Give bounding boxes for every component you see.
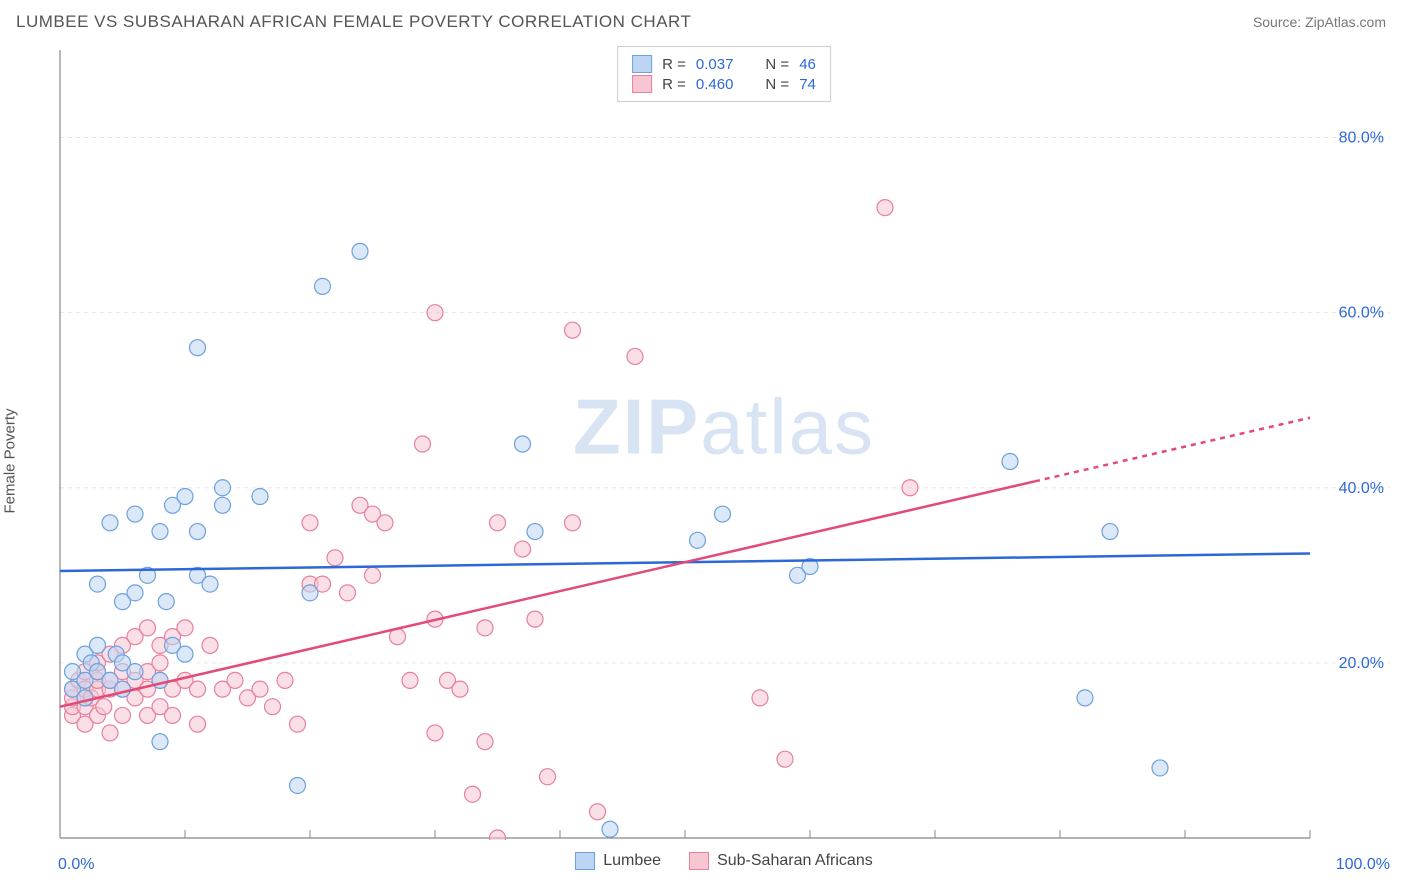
legend-item-lumbee: Lumbee	[575, 852, 661, 870]
svg-text:40.0%: 40.0%	[1339, 480, 1384, 497]
legend-series: Lumbee Sub-Saharan Africans	[58, 846, 1390, 876]
chart-title: LUMBEE VS SUBSAHARAN AFRICAN FEMALE POVE…	[16, 12, 691, 32]
y-axis-label: Female Poverty	[2, 408, 19, 513]
n-label: N =	[765, 56, 789, 73]
swatch-lumbee-icon	[575, 852, 595, 870]
legend-stats-row-lumbee: R = 0.037 N = 46	[632, 55, 816, 73]
swatch-ssa-icon	[689, 852, 709, 870]
svg-text:80.0%: 80.0%	[1339, 130, 1384, 147]
svg-text:20.0%: 20.0%	[1339, 655, 1384, 672]
source-link[interactable]: ZipAtlas.com	[1305, 14, 1386, 30]
r-label: R =	[662, 76, 686, 93]
r-value-ssa: 0.460	[696, 76, 734, 93]
legend-stats-box: R = 0.037 N = 46 R = 0.460 N = 74	[617, 46, 831, 102]
scatter-plot: 20.0%40.0%60.0%80.0% ZIPatlas R = 0.037 …	[58, 46, 1390, 840]
svg-text:60.0%: 60.0%	[1339, 305, 1384, 322]
legend-label-lumbee: Lumbee	[603, 852, 661, 870]
n-value-lumbee: 46	[799, 56, 816, 73]
r-value-lumbee: 0.037	[696, 56, 734, 73]
legend-stats-row-ssa: R = 0.460 N = 74	[632, 75, 816, 93]
legend-item-ssa: Sub-Saharan Africans	[689, 852, 873, 870]
source-attribution: Source: ZipAtlas.com	[1253, 14, 1386, 30]
source-label: Source:	[1253, 14, 1305, 30]
r-label: R =	[662, 56, 686, 73]
n-label: N =	[765, 76, 789, 93]
swatch-ssa-icon	[632, 75, 652, 93]
swatch-lumbee-icon	[632, 55, 652, 73]
n-value-ssa: 74	[799, 76, 816, 93]
legend-label-ssa: Sub-Saharan Africans	[717, 852, 873, 870]
